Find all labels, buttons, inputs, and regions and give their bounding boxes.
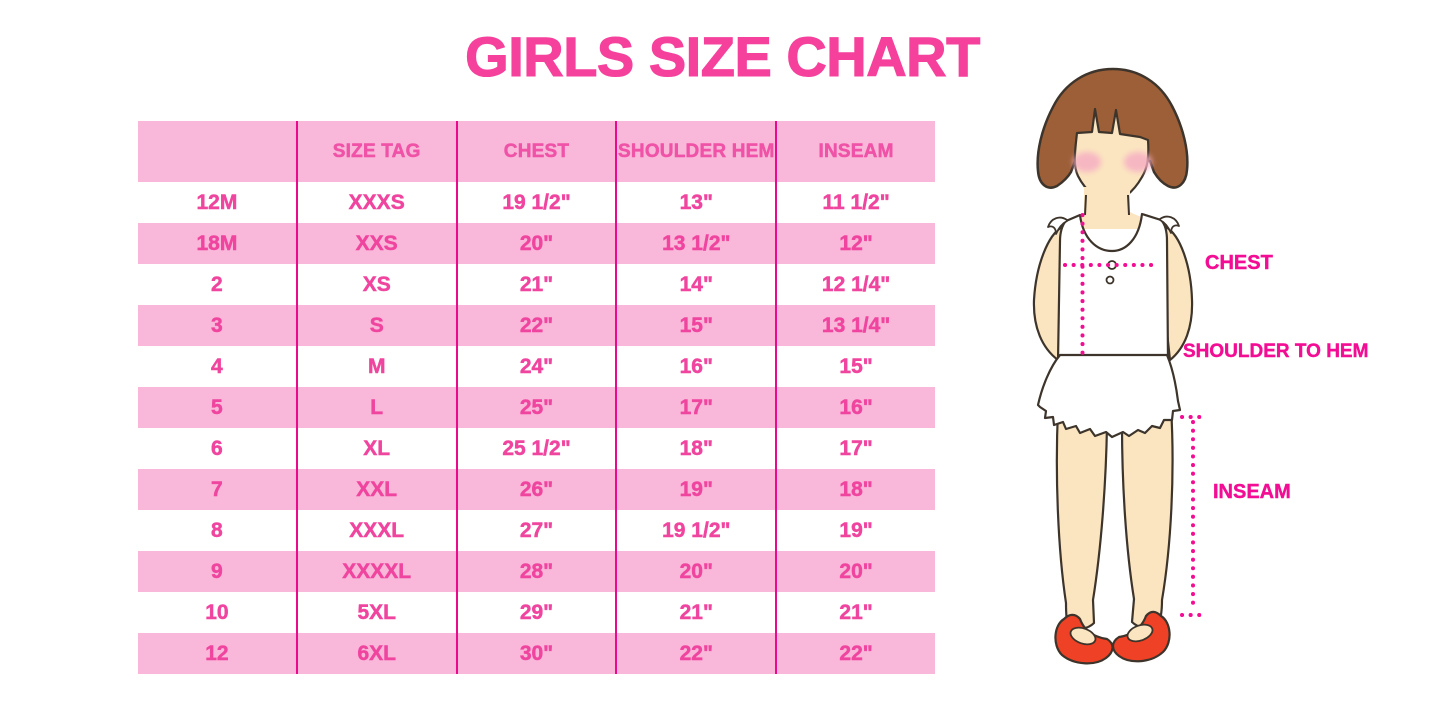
table-cell: 11 1/2" [775,182,935,223]
table-row: 4 M 24" 16" 15" [138,346,935,387]
table-cell: 12" [775,223,935,264]
table-cell: 15" [615,305,775,346]
table-cell: 26" [455,469,616,510]
table-cell: 21" [615,592,775,633]
table-cell: 20" [615,551,775,592]
left-shoe-opening [1069,626,1097,646]
table-cell: 14" [615,264,775,305]
table-cell: 17" [775,428,935,469]
table-cell: XXXL [295,510,456,551]
table-cell: L [295,387,456,428]
inseam-label: INSEAM [1213,481,1291,503]
table-row: 12M XXXS 19 1/2" 13" 11 1/2" [138,182,935,223]
table-cell: 18M [196,231,238,255]
table-cell: 28" [455,551,616,592]
table-cell: 3 [211,313,223,337]
table-cell: 16" [615,346,775,387]
table-row: 2 XS 21" 14" 12 1/4" [138,264,935,305]
size-chart-table: SIZE TAG CHEST SHOULDER HEM INSEAM 12M XXXS 19… [138,121,935,674]
table-cell: 4 [211,354,223,378]
skirt [1036,353,1182,439]
table-header-cell [138,121,296,182]
blush-left-cheek [1073,152,1101,172]
page-title: GIRLS SIZE CHART [465,24,981,88]
table-header-cell: SHOULDER HEM [615,121,775,182]
table-cell: 6XL [295,633,456,674]
table-header-row: SIZE TAG CHEST SHOULDER HEM INSEAM [138,121,935,182]
table-cell: 5XL [295,592,456,633]
table-row: 8 XXXL 27" 19 1/2" 19" [138,510,935,551]
table-cell: 12 1/4" [775,264,935,305]
table-cell: XXXS [295,182,456,223]
table-cell: 13" [615,182,775,223]
table-row: 12 6XL 30" 22" 22" [138,633,935,674]
table-cell: 10 [205,600,229,624]
table-cell: 25" [455,387,616,428]
table-cell: 6 [211,436,223,460]
right-arm [1161,225,1194,362]
table-cell: 20" [455,223,616,264]
table-cell: 13 1/4" [775,305,935,346]
right-leg [1120,405,1174,629]
table-header-cell: CHEST [455,121,616,182]
table-cell: 18" [775,469,935,510]
table-cell: 18" [615,428,775,469]
table-cell: 17" [615,387,775,428]
table-cell: 13 1/2" [615,223,775,264]
table-cell: 8 [211,518,223,542]
table-cell: 19 1/2" [615,510,775,551]
table-header-cell: SIZE TAG [295,121,456,182]
table-cell: 30" [455,633,616,674]
table-cell: 9 [211,559,223,583]
right-shoulder-ruffle [1159,215,1180,234]
table-cell: 2 [211,272,223,296]
table-cell: 21" [455,264,616,305]
table-cell: 22" [615,633,775,674]
table-row: 6 XL 25 1/2" 18" 17" [138,428,935,469]
blouse [1056,212,1170,363]
table-cell: 29" [455,592,616,633]
table-cell: XXXXL [295,551,456,592]
table-cell: 12 [205,641,229,665]
chest-label: CHEST [1205,252,1273,274]
right-shoe-opening [1126,623,1154,643]
table-cell: 25 1/2" [455,428,616,469]
neck-outline [1084,194,1130,216]
table-cell: 7 [211,477,223,501]
left-leg [1055,408,1109,631]
table-cell: 15" [775,346,935,387]
table-cell: 5 [211,395,223,419]
table-row: 9 XXXXL 28" 20" 20" [138,551,935,592]
table-cell: 19" [615,469,775,510]
girl-illustration [1032,67,1207,665]
table-cell: 19" [775,510,935,551]
table-row: 18M XXS 20" 13 1/2" 12" [138,223,935,264]
table-cell: XS [295,264,456,305]
table-row: 5 L 25" 17" 16" [138,387,935,428]
table-cell: XL [295,428,456,469]
table-cell: 24" [455,346,616,387]
table-cell: 22" [775,633,935,674]
table-cell: 21" [775,592,935,633]
table-cell: 12M [196,190,238,214]
table-cell: XXS [295,223,456,264]
table-row: 7 XXL 26" 19" 18" [138,469,935,510]
table-row: 10 5XL 29" 21" 21" [138,592,935,633]
bottom-button [1105,275,1115,285]
table-cell: M [295,346,456,387]
table-cell: 27" [455,510,616,551]
shoulder-to-hem-label: SHOULDER TO HEM [1183,341,1369,362]
table-cell: 16" [775,387,935,428]
left-shoulder-ruffle [1047,216,1068,235]
table-cell: 19 1/2" [455,182,616,223]
table-cell: XXL [295,469,456,510]
blush-right-cheek [1124,152,1152,172]
table-row: 3 S 22" 15" 13 1/4" [138,305,935,346]
table-cell: 20" [775,551,935,592]
table-cell: S [295,305,456,346]
table-cell: 22" [455,305,616,346]
table-header-cell: INSEAM [775,121,935,182]
